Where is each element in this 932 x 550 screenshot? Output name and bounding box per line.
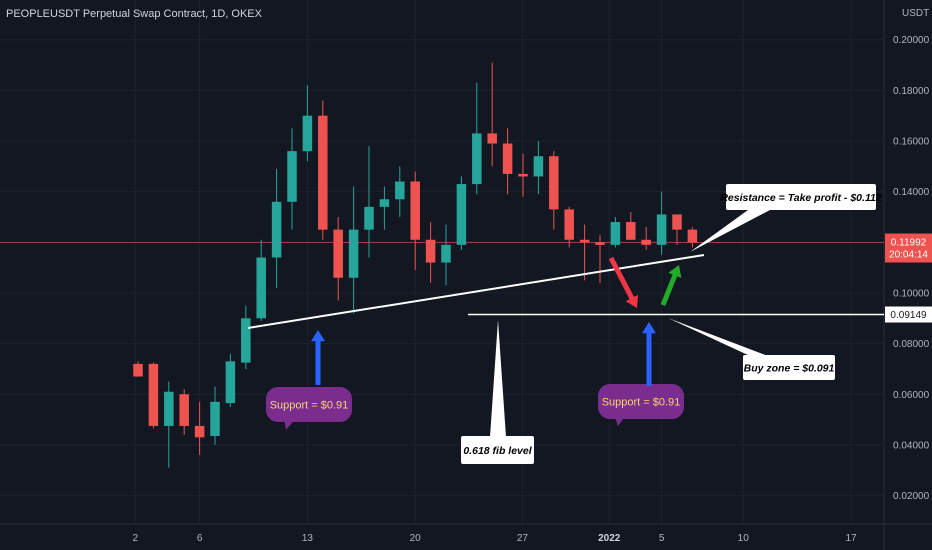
arrow-up-green: [660, 265, 682, 306]
currency-label: USDT: [902, 8, 929, 19]
arrow-down-red-shape: [608, 256, 639, 308]
price-countdown: 20:04:14: [889, 250, 928, 261]
buy-zone-callout-text: Buy zone = $0.091: [744, 363, 835, 375]
arrow-down-red: [608, 256, 639, 308]
arrow-up-blue-left-shape: [311, 330, 325, 385]
arrow-up-green-shape: [660, 265, 682, 306]
support-bubble-right-box: [598, 384, 684, 419]
candle-body[interactable]: [672, 214, 682, 230]
x-tick-label: 6: [197, 533, 203, 544]
candle-body[interactable]: [518, 173, 528, 177]
arrow-up-blue-right-shape: [642, 322, 656, 386]
y-tick-label: 0.18000: [893, 86, 930, 97]
support-bubble-left-tail: [284, 418, 296, 430]
candle-body[interactable]: [410, 181, 420, 240]
candle-body[interactable]: [148, 363, 159, 426]
chart-title: PEOPLEUSDT Perpetual Swap Contract, 1D, …: [6, 8, 263, 20]
resistance-callout-box: [726, 184, 876, 210]
annotations: Resistance = Take profit - $0.112 Buy zon…: [247, 184, 884, 464]
candle-body[interactable]: [395, 181, 405, 200]
y-tick-label: 0.10000: [893, 288, 930, 299]
candle-body[interactable]: [656, 214, 667, 245]
level-price-label: 0.09149: [890, 310, 927, 321]
candle-body[interactable]: [502, 143, 513, 174]
support-bubble-right[interactable]: Support = $0.91: [598, 384, 684, 426]
fib-callout-box: [461, 436, 534, 464]
x-tick-label: 17: [845, 533, 857, 544]
support-bubble-left-text: Support = $0.91: [270, 400, 349, 412]
fib-callout-text: 0.618 fib level: [463, 445, 532, 457]
buy-zone-callout[interactable]: Buy zone = $0.091: [668, 318, 835, 380]
candle-body[interactable]: [533, 156, 544, 177]
arrow-up-blue-right: [642, 322, 656, 386]
resistance-callout-text: Resistance = Take profit - $0.112: [720, 192, 882, 204]
candle-body[interactable]: [225, 361, 236, 404]
candle-body[interactable]: [271, 201, 282, 258]
y-tick-label: 0.16000: [893, 137, 930, 148]
current-price-tag: [885, 233, 932, 263]
candle-body[interactable]: [333, 229, 343, 278]
candle-body[interactable]: [364, 206, 374, 230]
fib-callout[interactable]: 0.618 fib level: [461, 320, 534, 464]
candle-body[interactable]: [472, 133, 482, 185]
y-tick-label: 0.02000: [893, 491, 930, 502]
candle-body[interactable]: [287, 151, 297, 202]
candle-body[interactable]: [179, 394, 189, 426]
buy-zone-callout-box: [743, 355, 835, 380]
support-bubble-right-text: Support = $0.91: [602, 397, 681, 409]
candle-body[interactable]: [133, 363, 143, 377]
candle-body[interactable]: [241, 318, 251, 363]
resistance-callout[interactable]: Resistance = Take profit - $0.112: [690, 184, 882, 252]
candle-body[interactable]: [302, 115, 313, 152]
candle-body[interactable]: [256, 257, 266, 319]
x-tick-label: 2: [132, 533, 138, 544]
candle-body[interactable]: [687, 229, 698, 243]
resistance-callout-pointer: [690, 210, 770, 252]
candle-body[interactable]: [610, 222, 621, 245]
candle-body[interactable]: [425, 239, 436, 263]
x-tick-label: 5: [659, 533, 665, 544]
y-tick-label: 0.04000: [893, 440, 930, 451]
candle-body[interactable]: [210, 401, 220, 437]
level-price-tag: [885, 306, 932, 323]
x-tick-label: 10: [738, 533, 750, 544]
candle-body[interactable]: [549, 156, 559, 210]
candle-body[interactable]: [379, 199, 390, 207]
y-tick-label: 0.06000: [893, 390, 930, 401]
support-trendline[interactable]: [247, 254, 705, 329]
candle-body[interactable]: [626, 222, 636, 240]
x-tick-label: 27: [517, 533, 529, 544]
support-bubble-left[interactable]: Support = $0.91: [266, 387, 352, 430]
candle-body[interactable]: [441, 244, 451, 263]
support-bubble-left-box: [266, 387, 352, 422]
support-bubble-right-tail: [614, 415, 626, 426]
x-tick-label: 20: [410, 533, 422, 544]
candle-body[interactable]: [456, 184, 467, 245]
candle-body[interactable]: [318, 115, 328, 230]
candles: [133, 62, 698, 468]
fib-callout-pointer: [490, 320, 506, 437]
candle-body[interactable]: [564, 209, 574, 240]
candle-body[interactable]: [641, 239, 651, 245]
y-tick-label: 0.08000: [893, 339, 930, 350]
candle-body[interactable]: [579, 239, 590, 243]
candle-body[interactable]: [348, 229, 359, 278]
arrow-up-blue-left: [311, 330, 325, 385]
candle-body[interactable]: [164, 391, 174, 426]
current-price-label: 0.11992: [891, 238, 927, 249]
x-tick-label: 2022: [598, 533, 621, 544]
buy-zone-callout-pointer: [668, 318, 768, 356]
candle-body[interactable]: [487, 133, 497, 144]
candle-body[interactable]: [194, 425, 205, 438]
y-tick-label: 0.20000: [893, 35, 930, 46]
y-tick-label: 0.14000: [893, 187, 930, 198]
candle-body[interactable]: [595, 242, 605, 245]
x-tick-label: 13: [302, 533, 314, 544]
